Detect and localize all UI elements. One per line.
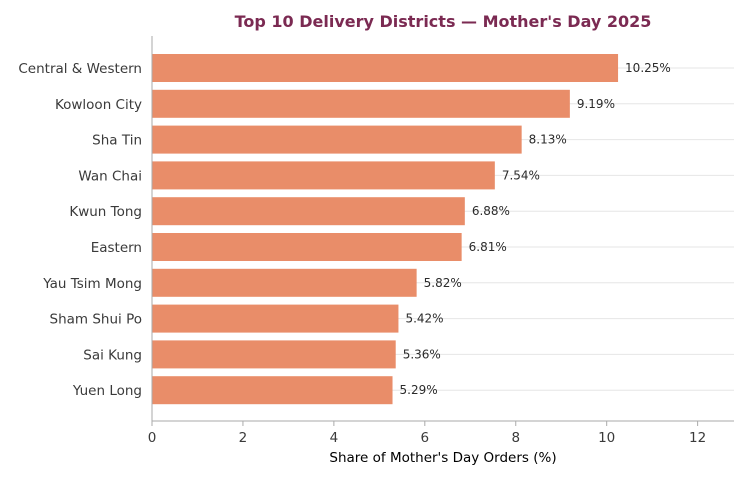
bar: [152, 304, 399, 333]
category-label: Eastern: [91, 240, 142, 256]
bar: [152, 340, 396, 369]
bar-value-label: 5.82%: [424, 276, 462, 290]
bar: [152, 197, 465, 226]
bar-value-label: 9.19%: [577, 97, 615, 111]
x-tick-label: 4: [330, 430, 339, 446]
bar: [152, 161, 495, 190]
bars: 10.25% 9.19% 8.13% 7.54% 6.88% 6.81% 5.82% 5.42…: [152, 54, 671, 405]
chart-title: Top 10 Delivery Districts — Mother's Day…: [234, 12, 652, 31]
x-tick-label: 2: [239, 430, 248, 446]
bar: [152, 233, 462, 261]
category-label: Yau Tsim Mong: [42, 276, 142, 292]
bar: [152, 125, 522, 154]
x-tick-label: 0: [148, 430, 157, 446]
bar: [152, 268, 417, 297]
category-label: Central & Western: [18, 61, 142, 77]
category-label: Sham Shui Po: [50, 312, 142, 328]
bar-value-label: 5.36%: [403, 347, 441, 361]
bar-value-label: 6.88%: [472, 204, 510, 218]
x-tick-label: 8: [511, 430, 520, 446]
bar: [152, 376, 393, 405]
category-label: Yuen Long: [72, 383, 142, 399]
x-tick-label: 6: [421, 430, 430, 446]
bar-value-label: 7.54%: [502, 168, 540, 182]
bar-value-label: 10.25%: [625, 61, 671, 75]
bar-value-label: 8.13%: [529, 133, 567, 147]
bar: [152, 54, 619, 82]
x-tick-label: 12: [689, 430, 706, 446]
category-label: Sai Kung: [83, 347, 142, 363]
category-label: Kwun Tong: [69, 204, 142, 220]
bar: [152, 89, 570, 118]
category-label: Sha Tin: [92, 133, 142, 149]
x-tick-label: 10: [598, 430, 615, 446]
bar-value-label: 6.81%: [469, 240, 507, 254]
x-axis-title: Share of Mother's Day Orders (%): [329, 450, 556, 466]
category-label: Kowloon City: [55, 97, 142, 113]
axes: Central & Western Kowloon City Sha Tin Wan …: [18, 36, 734, 446]
bar-value-label: 5.42%: [405, 312, 443, 326]
bar-value-label: 5.29%: [400, 383, 438, 397]
category-label: Wan Chai: [78, 168, 142, 184]
